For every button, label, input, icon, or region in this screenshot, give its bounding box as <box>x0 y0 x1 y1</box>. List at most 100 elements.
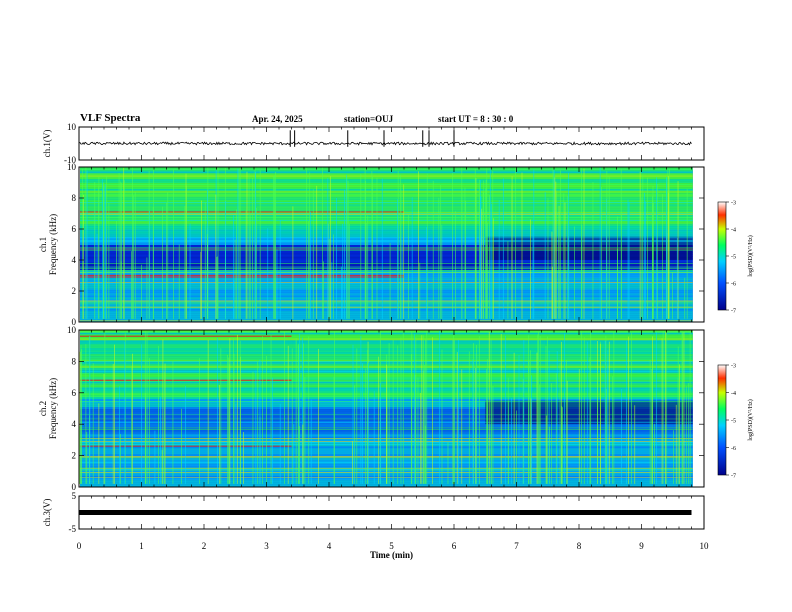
ch1-waveform-line <box>78 141 692 146</box>
frequency-band <box>80 182 693 185</box>
frequency-band <box>80 341 693 345</box>
frequency-band <box>80 361 693 364</box>
y-tick-label: 5 <box>72 491 77 501</box>
frequency-band <box>80 167 693 170</box>
colorbar-tick-label: -5 <box>731 419 736 425</box>
date-label: Apr. 24, 2025 <box>252 114 303 124</box>
frequency-band <box>80 351 693 355</box>
y-tick-label: 2 <box>72 286 77 296</box>
y-axis-label: Frequency (kHz) <box>48 378 58 439</box>
frequency-band <box>80 291 693 294</box>
frequency-band <box>80 186 693 189</box>
y-axis-label: ch.2 <box>38 401 48 416</box>
quiet-region <box>485 236 693 260</box>
x-tick-label: 7 <box>514 541 519 551</box>
frequency-band <box>80 217 693 220</box>
frequency-band <box>80 213 693 216</box>
frequency-band <box>80 314 693 317</box>
frequency-band <box>80 207 693 211</box>
frequency-band <box>80 221 693 224</box>
frequency-band <box>80 223 693 226</box>
frequency-band <box>80 248 693 251</box>
frequency-band <box>80 190 693 193</box>
colorbar-tick-label: -6 <box>731 446 736 452</box>
frequency-band <box>80 304 693 307</box>
frequency-band <box>80 260 693 263</box>
frequency-band <box>80 302 693 306</box>
frequency-band <box>80 363 693 366</box>
frequency-band <box>80 330 693 333</box>
x-tick-label: 2 <box>202 541 207 551</box>
colorbar-tick-label: -7 <box>731 309 736 315</box>
frequency-band <box>80 184 693 187</box>
frequency-band <box>80 306 693 309</box>
y-axis-label: ch.1 <box>38 237 48 252</box>
axes-layer <box>78 126 729 530</box>
frequency-band <box>80 331 693 335</box>
y-tick-label: 0 <box>72 482 77 492</box>
frequency-band <box>80 225 693 228</box>
frequency-band <box>80 287 693 290</box>
frequency-band <box>80 196 693 199</box>
frequency-band <box>80 263 693 267</box>
colorbar-tick-label: -6 <box>731 282 736 288</box>
y-tick-label: 10 <box>67 162 77 172</box>
colorbar-tick-label: -3 <box>731 201 736 207</box>
frequency-band <box>80 277 693 280</box>
waveform-layer <box>78 130 692 515</box>
frequency-band <box>80 229 693 232</box>
frequency-band <box>80 244 693 247</box>
frequency-band <box>80 168 693 172</box>
x-axis-label: Time (min) <box>370 550 413 560</box>
frequency-band <box>80 267 693 271</box>
y-tick-label: 8 <box>72 356 77 366</box>
frequency-band <box>80 238 693 242</box>
frequency-band <box>80 209 693 213</box>
frequency-band <box>80 359 693 362</box>
colorbar-tick-label: -7 <box>731 474 736 480</box>
frequency-band <box>80 310 693 313</box>
frequency-band <box>80 192 693 195</box>
frequency-band <box>80 170 693 174</box>
frequency-band <box>80 172 693 176</box>
frequency-band <box>80 211 693 214</box>
y-tick-label: 8 <box>72 193 77 203</box>
frequency-band <box>80 294 693 298</box>
frequency-band <box>80 256 693 259</box>
frequency-band <box>80 254 693 257</box>
frequency-band <box>80 273 693 276</box>
frequency-band <box>80 234 693 238</box>
y-tick-label: 0 <box>72 317 77 327</box>
y-tick-label: -10 <box>64 155 76 165</box>
frequency-band <box>80 355 693 358</box>
frequency-band <box>80 320 693 323</box>
frequency-band <box>80 289 693 292</box>
y-tick-label: 10 <box>67 325 77 335</box>
frequency-band <box>80 339 693 343</box>
frequency-band <box>80 232 693 236</box>
frequency-band <box>80 227 693 230</box>
x-tick-label: 6 <box>452 541 457 551</box>
frequency-band <box>80 343 693 347</box>
frequency-band <box>80 201 693 205</box>
frequency-band <box>80 353 693 357</box>
x-tick-label: 9 <box>639 541 644 551</box>
frequency-band <box>80 296 693 300</box>
y-tick-label: 2 <box>72 451 77 461</box>
frequency-band <box>80 349 693 353</box>
colorbar-tick-label: -3 <box>731 364 736 370</box>
frequency-band <box>80 357 693 360</box>
x-tick-label: 0 <box>77 541 82 551</box>
frequency-band <box>80 292 693 296</box>
frequency-band <box>80 279 693 282</box>
y-tick-label: -5 <box>69 524 77 534</box>
frequency-band <box>80 205 693 209</box>
frequency-band <box>80 345 693 349</box>
ch1-spectrogram <box>80 167 693 323</box>
x-tick-label: 10 <box>700 541 710 551</box>
frequency-band <box>80 333 693 337</box>
frequency-band <box>80 285 693 288</box>
frequency-band <box>80 283 693 286</box>
